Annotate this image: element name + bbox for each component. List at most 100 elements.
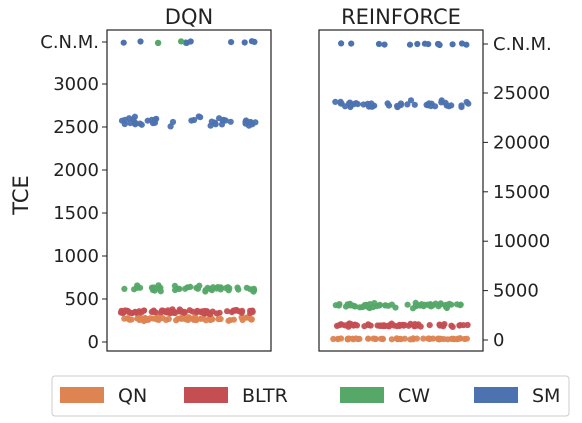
legend-swatch-cw [340, 387, 384, 403]
data-point-sm [332, 98, 339, 105]
data-point-qn [463, 335, 470, 342]
data-point-bltr [353, 322, 361, 329]
data-point-sm [337, 100, 344, 107]
data-point-cw [155, 285, 163, 292]
data-point-qn [190, 316, 198, 323]
data-point-cw [247, 286, 254, 293]
data-point-cw [421, 301, 428, 308]
data-point-qn [413, 335, 420, 342]
data-point-sm [411, 101, 418, 108]
data-point-sm [208, 118, 215, 125]
y-tick-label: 500 [65, 289, 99, 310]
data-point-bltr [194, 307, 201, 314]
y-tick-labels-dqn: 0 500 1000 1500 2000 2500 3000 C.N.M. [40, 32, 107, 353]
cnm-point-sm [414, 40, 421, 48]
data-point-qn [397, 335, 404, 342]
data-point-qn [217, 315, 224, 323]
data-point-sm [243, 117, 250, 124]
y-tick-label: 0 [493, 330, 504, 351]
data-point-sm [227, 118, 234, 125]
data-point-qn [440, 336, 448, 343]
data-point-sm [127, 120, 134, 127]
data-point-sm [218, 121, 226, 128]
data-point-cw [332, 302, 339, 309]
data-point-sm [424, 102, 431, 109]
data-point-bltr [162, 309, 169, 316]
data-point-bltr [209, 308, 216, 315]
data-point-cw [373, 303, 380, 310]
data-point-qn [136, 314, 143, 321]
cnm-point-sm [348, 40, 355, 47]
legend-label-cw: CW [398, 385, 430, 407]
data-point-qn [142, 315, 150, 322]
data-point-qn [162, 316, 170, 323]
data-point-sm [197, 114, 204, 121]
y-tick-label: 2000 [53, 160, 99, 181]
legend: QN BLTR CW SM [51, 375, 570, 417]
data-point-sm [438, 97, 445, 104]
data-point-qn [248, 316, 255, 323]
data-point-bltr [374, 322, 381, 329]
data-point-bltr [457, 322, 464, 329]
data-point-bltr [396, 322, 403, 329]
data-point-sm [458, 104, 465, 111]
data-point-cw [359, 304, 366, 311]
data-point-sm [138, 121, 145, 128]
y-tick-label: 10000 [493, 231, 550, 252]
y-tick-label: 5000 [493, 281, 539, 302]
points-dqn [117, 38, 259, 325]
y-tick-label: 15000 [493, 182, 550, 203]
data-point-bltr [157, 309, 165, 316]
data-point-bltr [386, 322, 393, 329]
data-point-bltr [417, 323, 424, 330]
panel-title-dqn: DQN [165, 5, 213, 29]
panel-title-reinforce: REINFORCE [341, 5, 461, 29]
data-point-cw [412, 302, 419, 309]
data-point-qn [330, 335, 337, 343]
data-point-qn [453, 336, 461, 343]
data-point-sm [118, 117, 126, 124]
data-point-sm [368, 100, 375, 107]
data-point-sm [252, 119, 259, 126]
data-point-qn [337, 335, 345, 342]
y-tick-label: 2500 [53, 117, 99, 138]
data-point-sm [347, 101, 354, 109]
y-tick-labels-reinforce: 0 5000 10000 15000 20000 25000 C.N.M. [483, 34, 552, 351]
data-point-sm [385, 102, 393, 109]
data-point-sm [152, 116, 159, 123]
y-tick-label: C.N.M. [493, 34, 552, 55]
data-point-qn [425, 335, 433, 342]
y-tick-label: C.N.M. [40, 32, 99, 53]
data-point-sm [394, 102, 401, 110]
y-tick-label: 0 [88, 332, 99, 353]
data-point-cw [184, 284, 191, 291]
data-point-bltr [176, 308, 183, 315]
data-point-qn [379, 336, 386, 343]
data-point-bltr [224, 308, 231, 315]
data-point-cw [347, 302, 354, 309]
data-point-bltr [152, 309, 159, 316]
data-point-qn [155, 315, 162, 322]
data-point-cw [234, 284, 241, 291]
panel-reinforce: REINFORCE 0 5000 10000 15000 20000 25000 C.N.M… [318, 5, 552, 352]
data-point-bltr [127, 309, 134, 316]
legend-label-qn: QN [118, 385, 147, 407]
data-point-sm [131, 113, 138, 120]
y-tick-label: 20000 [493, 132, 550, 153]
data-point-bltr [411, 321, 418, 328]
data-point-qn [448, 335, 455, 342]
data-point-qn [243, 314, 250, 321]
data-point-bltr [346, 320, 353, 327]
data-point-qn [238, 314, 245, 321]
data-point-qn [173, 317, 180, 324]
data-point-cw [202, 288, 209, 295]
data-point-sm [443, 102, 450, 109]
data-point-bltr [361, 323, 368, 330]
data-point-sm [354, 101, 361, 108]
points-reinforce [330, 40, 472, 343]
data-point-qn [207, 316, 214, 323]
data-point-bltr [203, 308, 211, 315]
data-point-cw [217, 284, 224, 291]
cnm-point-cw [155, 39, 162, 47]
data-point-qn [227, 317, 234, 324]
